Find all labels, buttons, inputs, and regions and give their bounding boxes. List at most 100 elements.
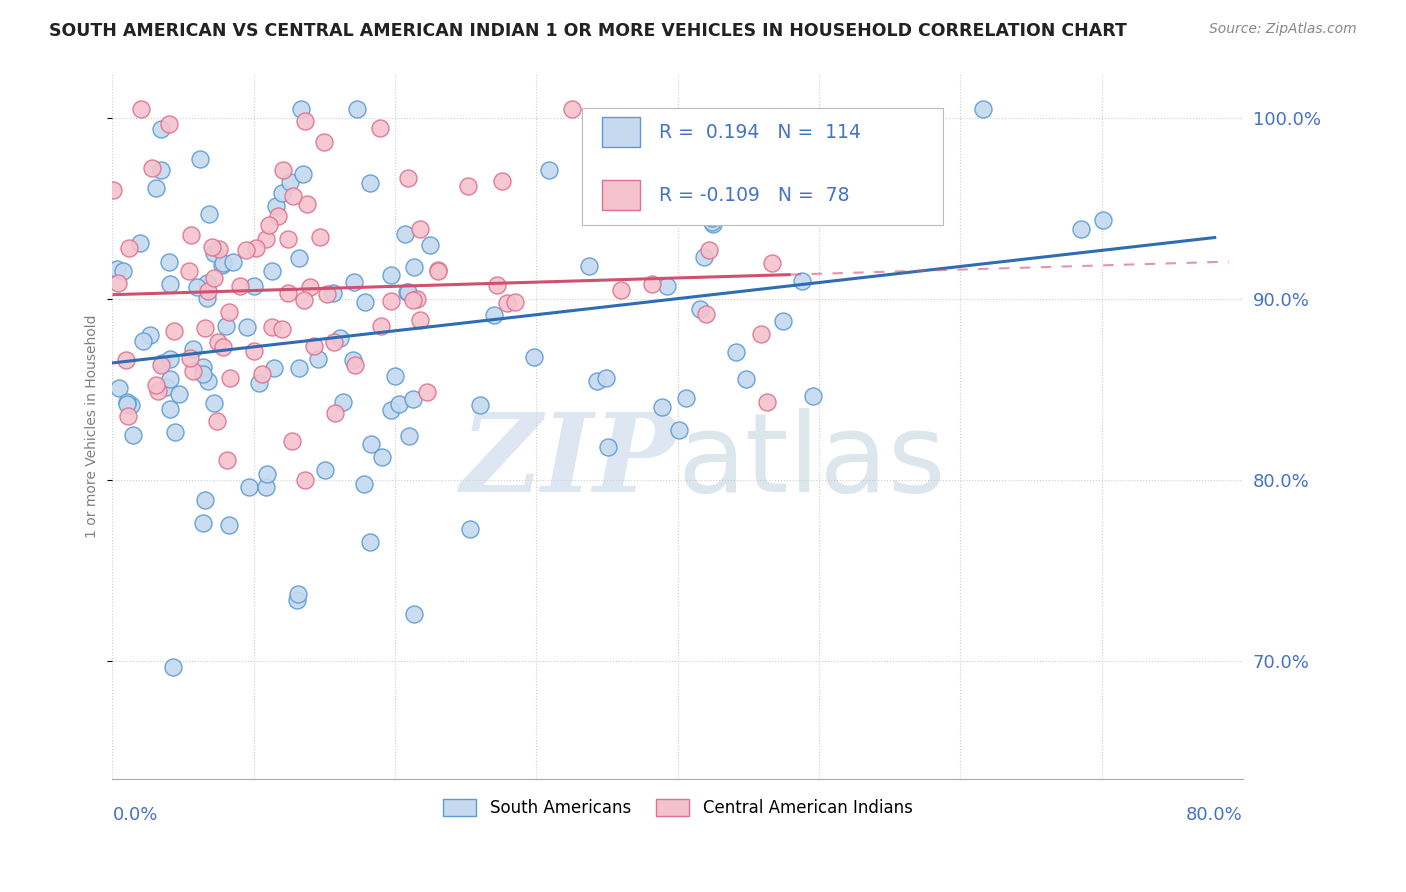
Point — [238, 480, 260, 494]
Point — [316, 287, 339, 301]
Point — [132, 334, 155, 349]
Point — [197, 285, 219, 299]
Point — [329, 331, 352, 345]
Point — [129, 102, 152, 116]
Point — [180, 228, 202, 243]
Point — [346, 102, 368, 116]
Point — [693, 250, 716, 264]
Point — [342, 353, 364, 368]
Point — [211, 258, 233, 272]
Point — [396, 285, 419, 299]
Point — [396, 170, 419, 185]
Point — [323, 334, 346, 349]
Point — [112, 263, 135, 277]
Point — [308, 351, 330, 366]
Point — [267, 209, 290, 223]
Point — [370, 318, 392, 333]
Point — [179, 351, 201, 366]
Point — [159, 372, 181, 386]
Point — [668, 123, 690, 137]
Point — [398, 429, 420, 443]
Text: R =  0.194   N =  114: R = 0.194 N = 114 — [658, 123, 860, 142]
Point — [194, 320, 217, 334]
Point — [755, 395, 778, 409]
Point — [218, 305, 240, 319]
Point — [322, 286, 344, 301]
Point — [972, 102, 994, 116]
Point — [491, 174, 513, 188]
Point — [146, 384, 169, 398]
Point — [655, 278, 678, 293]
Point — [150, 356, 173, 370]
Point — [277, 232, 299, 246]
Point — [197, 374, 219, 388]
Point — [314, 135, 336, 149]
Point — [218, 371, 240, 385]
Point — [419, 237, 441, 252]
Point — [254, 232, 277, 246]
Point — [359, 176, 381, 190]
Point — [402, 260, 425, 275]
Point — [278, 175, 301, 189]
Point — [458, 522, 481, 536]
Point — [264, 199, 287, 213]
Point — [596, 440, 619, 454]
Point — [291, 167, 314, 181]
Text: atlas: atlas — [678, 408, 946, 515]
Text: Source: ZipAtlas.com: Source: ZipAtlas.com — [1209, 22, 1357, 37]
FancyBboxPatch shape — [602, 118, 640, 147]
Point — [159, 352, 181, 367]
Point — [163, 425, 186, 439]
Point — [212, 340, 235, 354]
Point — [402, 607, 425, 622]
Point — [191, 367, 214, 381]
Point — [384, 368, 406, 383]
Point — [201, 239, 224, 253]
Point — [260, 320, 283, 334]
Point — [323, 407, 346, 421]
Point — [202, 271, 225, 285]
Point — [394, 227, 416, 242]
Point — [801, 388, 824, 402]
Point — [254, 480, 277, 494]
Point — [212, 256, 235, 270]
Legend: South Americans, Central American Indians: South Americans, Central American Indian… — [436, 792, 920, 823]
Point — [115, 352, 138, 367]
Point — [402, 293, 425, 307]
Point — [609, 283, 631, 297]
Point — [205, 414, 228, 428]
Point — [360, 437, 382, 451]
FancyBboxPatch shape — [582, 108, 943, 225]
Point — [427, 264, 450, 278]
Point — [235, 244, 257, 258]
Point — [388, 396, 411, 410]
Point — [406, 292, 429, 306]
Point — [101, 183, 124, 197]
Point — [141, 161, 163, 176]
Text: SOUTH AMERICAN VS CENTRAL AMERICAN INDIAN 1 OR MORE VEHICLES IN HOUSEHOLD CORREL: SOUTH AMERICAN VS CENTRAL AMERICAN INDIA… — [49, 22, 1128, 40]
Point — [343, 275, 366, 289]
Point — [353, 476, 375, 491]
Point — [537, 163, 560, 178]
Point — [207, 335, 229, 350]
Point — [186, 280, 208, 294]
Point — [700, 215, 723, 229]
Point — [150, 121, 173, 136]
Point — [181, 364, 204, 378]
Point — [561, 102, 583, 116]
Point — [790, 274, 813, 288]
Point — [308, 230, 330, 244]
Point — [675, 392, 697, 406]
Point — [294, 473, 316, 487]
Point — [243, 278, 266, 293]
Point — [263, 361, 285, 376]
Point — [695, 307, 717, 321]
Point — [139, 327, 162, 342]
Point — [215, 452, 238, 467]
Point — [218, 518, 240, 533]
Point — [371, 450, 394, 464]
Point — [115, 395, 138, 409]
Point — [150, 163, 173, 178]
Point — [702, 217, 724, 231]
Point — [271, 162, 294, 177]
